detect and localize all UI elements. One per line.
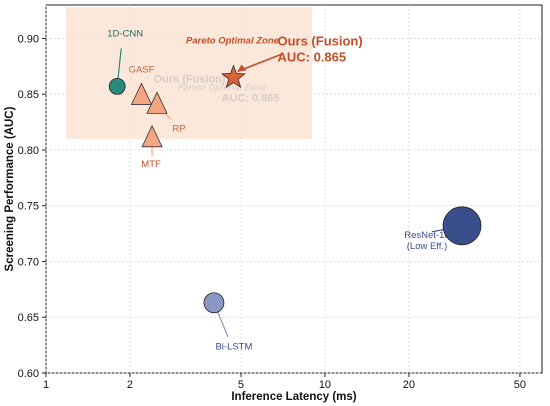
resnet-18-label: ResNet-18 [404, 230, 449, 241]
1d-cnn-label: 1D-CNN [107, 28, 143, 39]
y-axis-title: Screening Performance (AUC) [4, 106, 16, 271]
gasf-marker [130, 82, 153, 105]
ours-fusion-marker [221, 64, 247, 89]
y-axis-ticks: 0.60 0.65 0.70 0.75 0.80 0.85 0.90 [18, 33, 46, 380]
y-tick-label: 0.90 [18, 33, 39, 45]
fusion-arrow-head [237, 64, 247, 72]
rp-label: RP [172, 123, 185, 134]
x-axis-title: Inference Latency (ms) [231, 391, 356, 403]
x-tick-label: 50 [514, 379, 526, 391]
fusion-label: Ours (Fusion) [277, 33, 362, 48]
bi-lstm-marker [203, 292, 225, 314]
fusion-arrow-line [237, 52, 284, 73]
ghost-zone-label: Pareto Optimal Zone [177, 82, 265, 92]
pareto-zone [66, 7, 313, 139]
mtf-marker [141, 124, 163, 148]
y-tick-label: 0.70 [18, 256, 39, 268]
bi-lstm-label: Bi-LSTM [215, 342, 252, 353]
pareto-zone-label: Pareto Optimal Zone [186, 35, 280, 46]
gasf-label: GASF [129, 64, 155, 75]
resnet-18-marker [442, 206, 482, 246]
y-tick-label: 0.85 [18, 89, 39, 101]
y-tick-label: 0.65 [18, 312, 39, 324]
1d-cnn-marker [108, 78, 126, 95]
x-axis-ticks: 1 2 5 10 20 50 [43, 373, 526, 391]
y-tick-label: 0.60 [18, 368, 39, 380]
resnet-18-label: (Low Eff.) [407, 241, 447, 252]
fusion-auc-label: AUC: 0.865 [277, 49, 346, 64]
x-tick-label: 20 [403, 379, 415, 391]
x-tick-label: 2 [127, 379, 133, 391]
y-tick-label: 0.80 [18, 145, 39, 157]
mtf-label: MTF [141, 159, 161, 170]
x-tick-label: 10 [319, 379, 331, 391]
x-tick-label: 1 [43, 379, 49, 391]
point-labels: Pareto Optimal Zone 1D-CNN GASF RP MTF Bi-LST… [107, 28, 449, 352]
rp-marker [146, 91, 168, 114]
pareto-zone-layer [66, 7, 313, 139]
data-points [108, 64, 482, 314]
y-tick-label: 0.75 [18, 201, 39, 213]
x-tick-label: 5 [238, 379, 244, 391]
ghost-auc-label: AUC: 0.865 [221, 92, 279, 104]
ghost-fusion-label: Ours (Fusion) [153, 73, 225, 85]
